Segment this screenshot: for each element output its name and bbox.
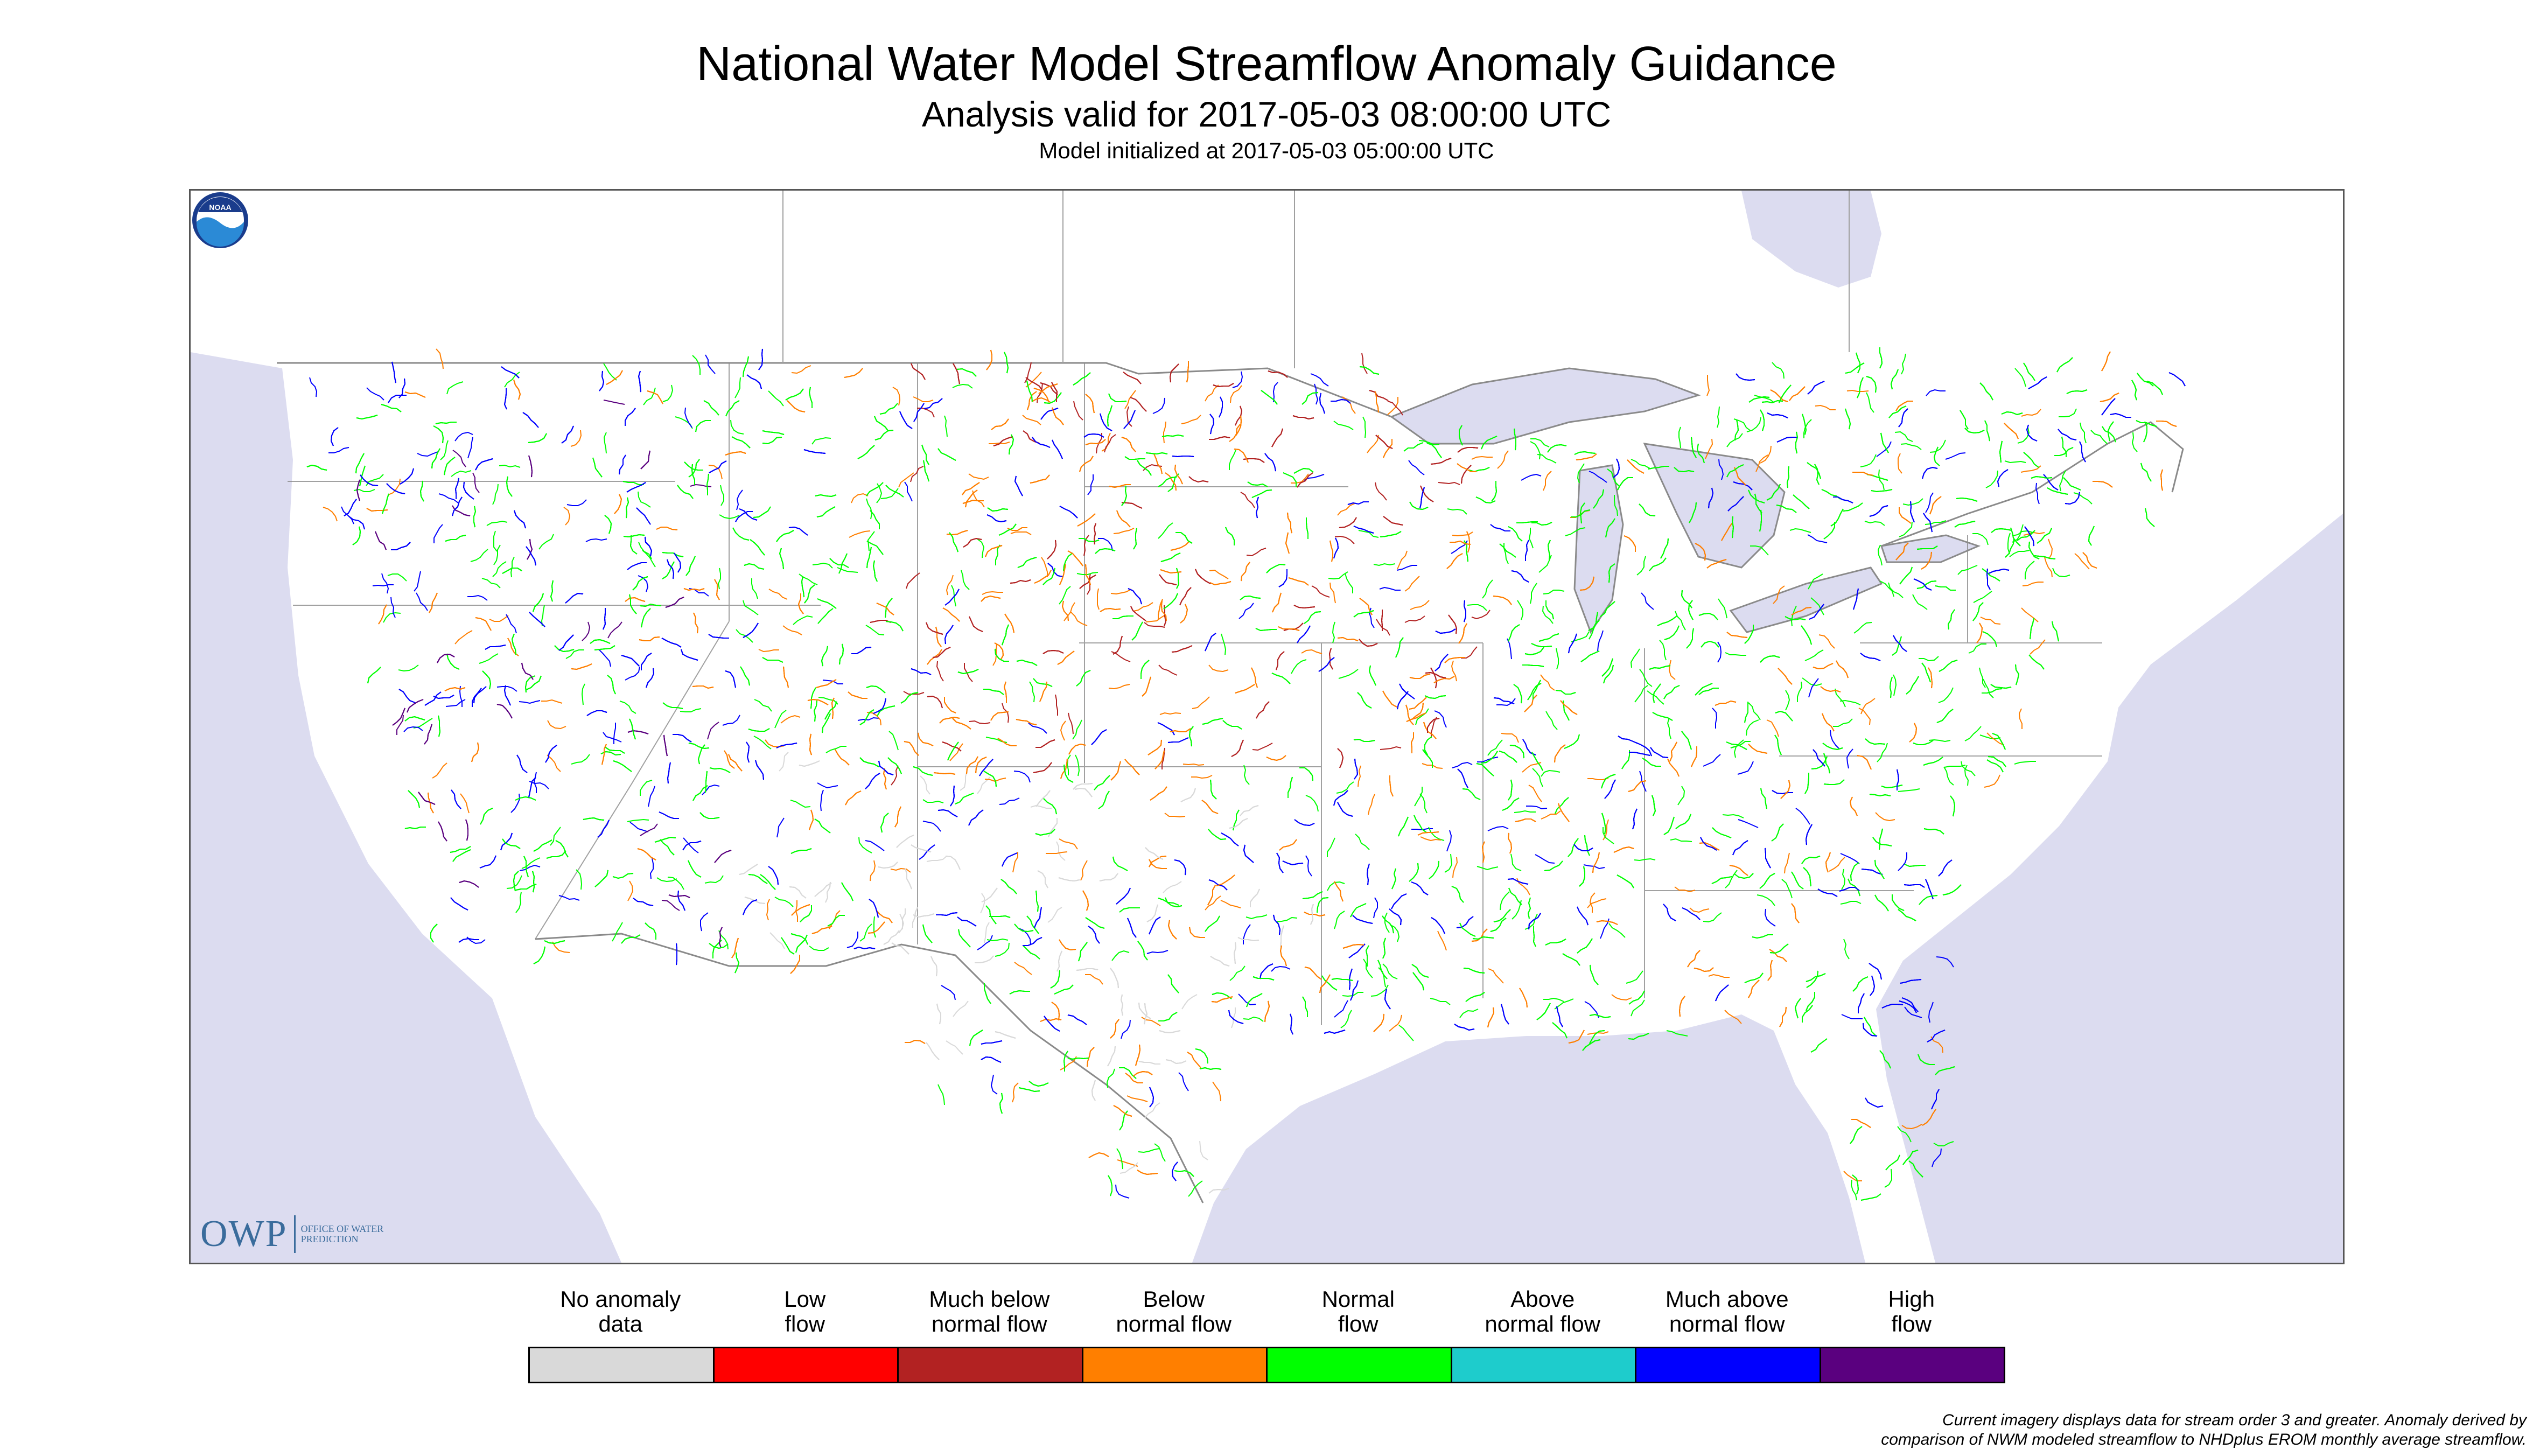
lake-huron	[1643, 443, 1786, 569]
atlantic-ocean	[1876, 514, 2343, 1263]
footnote-line-2: comparison of NWM modeled streamflow to …	[1881, 1431, 2527, 1448]
canada-border	[277, 362, 1392, 418]
legend-label: Above normal flow	[1485, 1286, 1601, 1336]
canada-border-east	[1881, 421, 2184, 547]
legend-label: Normal flow	[1321, 1286, 1395, 1336]
legend-swatch	[1266, 1347, 1452, 1383]
lake-erie	[1729, 566, 1883, 633]
legend-swatch	[897, 1347, 1083, 1383]
legend-label: Below normal flow	[1116, 1286, 1232, 1336]
legend-color-bar	[528, 1347, 2005, 1383]
model-initialized-time: Model initialized at 2017-05-03 05:00:00…	[1039, 138, 1494, 163]
noaa-logo-text: NOAA	[209, 203, 231, 212]
map-canvas	[191, 191, 2343, 1263]
owp-logo-text: OWP	[200, 1215, 296, 1253]
hudson-bay	[1741, 191, 1881, 288]
legend-label: No anomaly data	[560, 1286, 681, 1336]
lake-michigan	[1573, 464, 1624, 634]
owp-logo-subtext: OFFICE OF WATER PREDICTION	[300, 1223, 384, 1244]
gulf-of-mexico	[1192, 1014, 1865, 1263]
legend-swatch	[1819, 1347, 2005, 1383]
lake-superior	[1389, 367, 1701, 445]
streamflow-map: OWP OFFICE OF WATER PREDICTION NOAA	[189, 189, 2345, 1264]
mexico-border	[535, 933, 1204, 1203]
legend-labels: No anomaly data Low flow Much below normal…	[528, 1287, 2004, 1341]
legend-swatch	[1450, 1347, 1636, 1383]
footnote-line-1: Current imagery displays data for stream…	[1942, 1411, 2527, 1429]
state-boundaries	[288, 363, 2102, 1025]
legend-swatch	[1081, 1347, 1268, 1383]
page-title: National Water Model Streamflow Anomaly …	[696, 37, 1837, 91]
stream-network	[306, 347, 2186, 1201]
analysis-valid-time: Analysis valid for 2017-05-03 08:00:00 U…	[921, 94, 1612, 134]
legend-swatch	[528, 1347, 715, 1383]
legend-label: Low flow	[784, 1286, 826, 1336]
legend-label: Much below normal flow	[929, 1286, 1050, 1336]
legend-swatch	[1635, 1347, 1821, 1383]
legend-label: Much above normal flow	[1665, 1286, 1789, 1336]
noaa-logo: NOAA	[192, 192, 248, 248]
legend-label: High flow	[1888, 1286, 1935, 1336]
pacific-ocean	[191, 352, 621, 1263]
footnote: Current imagery displays data for stream…	[1126, 1411, 2527, 1450]
legend-swatch	[712, 1347, 899, 1383]
owp-logo: OWP OFFICE OF WATER PREDICTION	[200, 1215, 387, 1253]
